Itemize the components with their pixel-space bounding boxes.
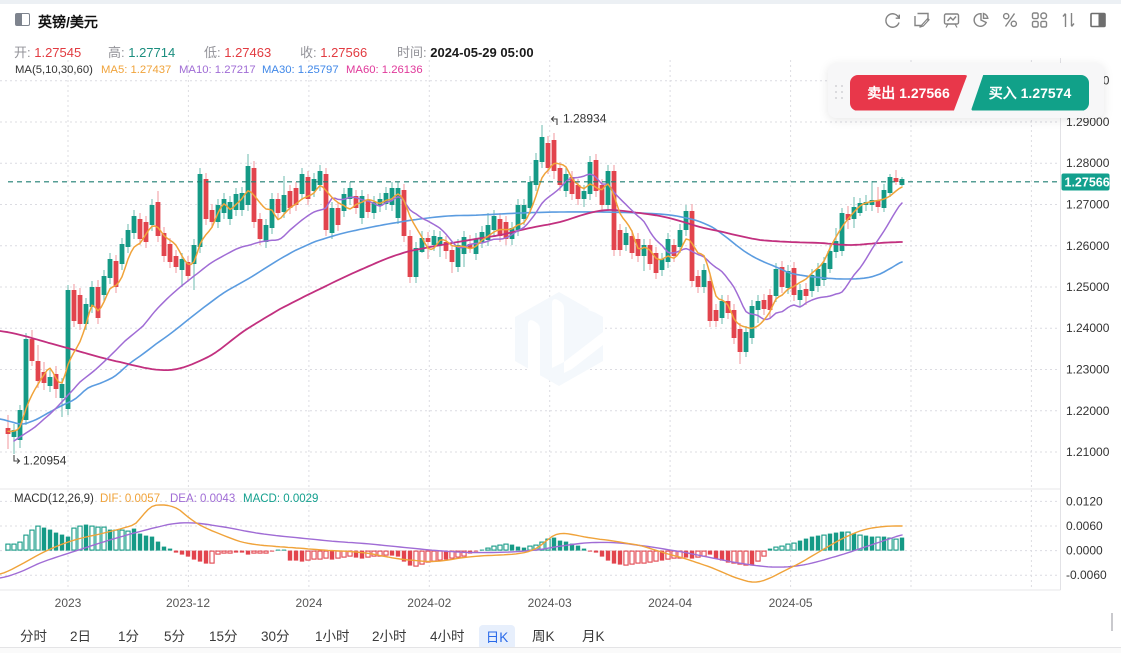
svg-text:1.27000: 1.27000: [1066, 198, 1110, 212]
svg-text:0.0000: 0.0000: [1066, 544, 1103, 558]
svg-text:2023-12: 2023-12: [166, 596, 210, 610]
svg-text:MACD(12,26,9): MACD(12,26,9): [14, 493, 94, 505]
svg-text:1.29000: 1.29000: [1066, 115, 1110, 129]
svg-text:0.0120: 0.0120: [1066, 494, 1103, 508]
svg-text:2024-05: 2024-05: [769, 596, 813, 610]
svg-text:1.26000: 1.26000: [1066, 239, 1110, 253]
svg-text:1.23000: 1.23000: [1066, 363, 1110, 377]
svg-text:MACD: 0.0029: MACD: 0.0029: [243, 493, 318, 505]
svg-text:1.25000: 1.25000: [1066, 280, 1110, 294]
svg-text:1.22000: 1.22000: [1066, 404, 1110, 418]
svg-text:1.20954: 1.20954: [23, 454, 67, 468]
svg-text:2024-02: 2024-02: [407, 596, 451, 610]
svg-text:1.24000: 1.24000: [1066, 321, 1110, 335]
svg-text:1.28934: 1.28934: [563, 112, 607, 126]
svg-text:1.27566: 1.27566: [1065, 176, 1110, 190]
svg-text:DIF: 0.0057: DIF: 0.0057: [100, 493, 160, 505]
svg-text:DEA: 0.0043: DEA: 0.0043: [170, 493, 235, 505]
svg-text:1.21000: 1.21000: [1066, 445, 1110, 459]
svg-text:2024: 2024: [296, 596, 323, 610]
svg-text:1.28000: 1.28000: [1066, 156, 1110, 170]
svg-text:2023: 2023: [55, 596, 82, 610]
svg-text:0.0060: 0.0060: [1066, 519, 1103, 533]
svg-text:-0.0060: -0.0060: [1066, 568, 1107, 582]
svg-text:2024-03: 2024-03: [528, 596, 572, 610]
svg-text:2024-04: 2024-04: [648, 596, 692, 610]
